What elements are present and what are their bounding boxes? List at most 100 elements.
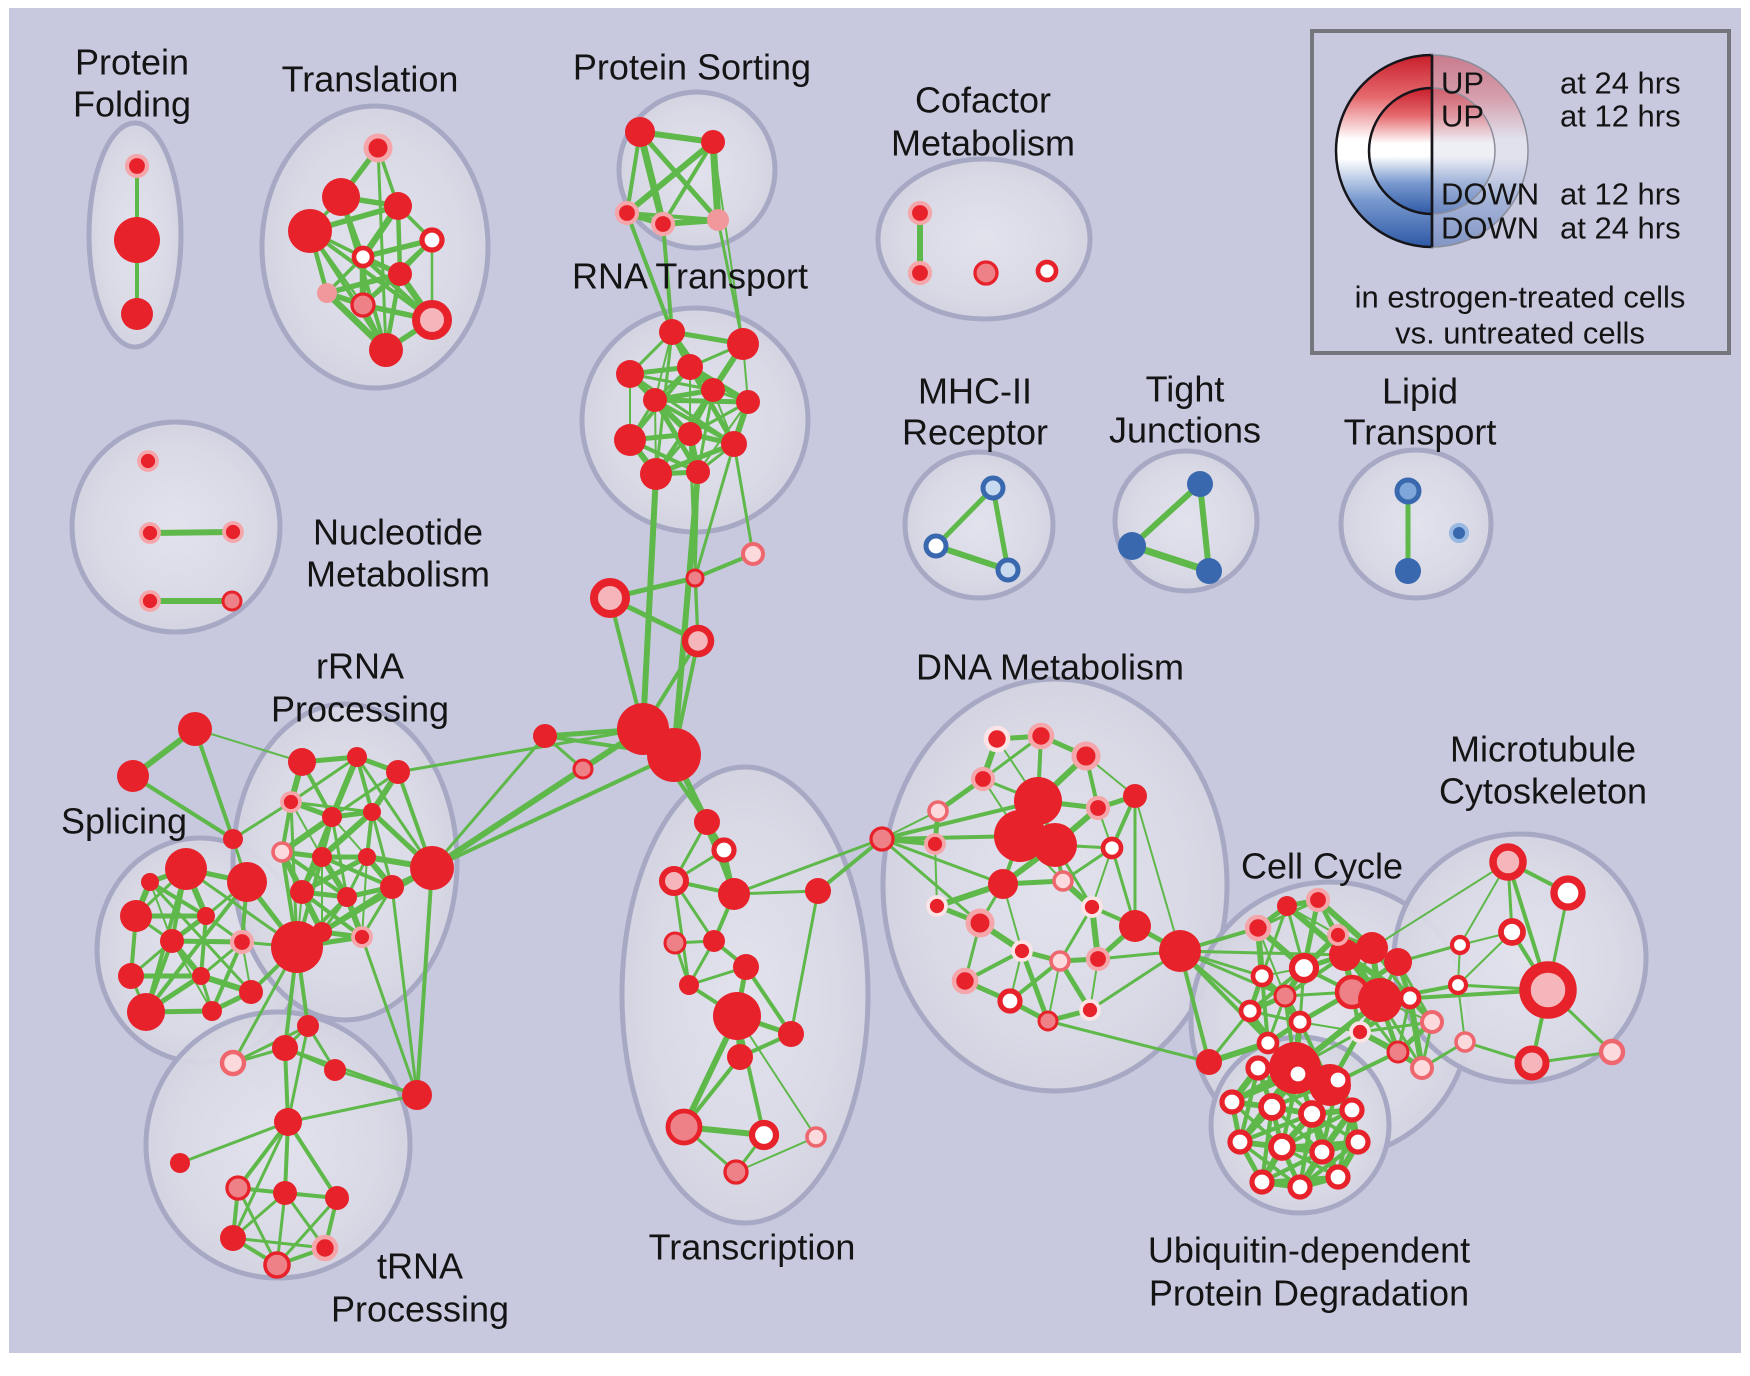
label-cofactor-1: Cofactor [915, 80, 1051, 121]
label-cofactor-2: Metabolism [891, 123, 1075, 164]
network-node-redPinkRing [1327, 924, 1349, 946]
network-edge [370, 810, 394, 889]
network-node-red [678, 422, 702, 446]
network-node-red [290, 880, 314, 904]
network-node-ringWhite [1238, 999, 1262, 1023]
network-node-ringWhite [997, 988, 1023, 1014]
network-node-red [220, 1225, 246, 1251]
network-node-pinkRing [1598, 1038, 1626, 1066]
network-edge [308, 229, 388, 352]
network-edge [709, 138, 722, 224]
network-node-red [386, 760, 410, 784]
label-protein-folding-2: Folding [73, 84, 191, 125]
network-node-red [701, 378, 725, 402]
network-node-ringWhite [1249, 1169, 1275, 1195]
network-node-redPinkRing [280, 791, 302, 813]
network-node-whiteRingRed [1011, 940, 1033, 962]
network-edge [744, 965, 793, 1036]
network-node-blue [1395, 558, 1421, 584]
network-edge [640, 471, 659, 732]
network-node-redPinkRing [351, 926, 373, 948]
network-node-ringWhite [1245, 1055, 1271, 1081]
network-node-red [197, 907, 215, 925]
network-node-redPinkRing [1305, 887, 1331, 913]
network-edge [1129, 481, 1203, 549]
network-edge [1358, 1020, 1434, 1034]
network-node-red [141, 873, 159, 891]
legend-glyph-inner-right-12hr [1431, 87, 1496, 215]
network-node-blueRingMed [1394, 477, 1422, 505]
network-node-ringWhite [711, 837, 737, 863]
network-node-red [192, 967, 210, 985]
network-node-redRingPink [659, 866, 689, 896]
network-node-pinkRing [1049, 950, 1071, 972]
network-node-ringWhite [1498, 918, 1526, 946]
legend-row-2-time: at 12 hrs [1560, 177, 1681, 212]
network-edge [286, 1120, 339, 1200]
network-node-red [1196, 1049, 1222, 1075]
network-node-ringWhite [1256, 1031, 1280, 1055]
network-node-ringWhite [1339, 1097, 1365, 1123]
network-node-ringWhite [1288, 952, 1320, 984]
network-edge [1019, 948, 1051, 1024]
network-node-redPinkRing [363, 133, 393, 163]
legend-row-1-direction: UP [1441, 99, 1484, 134]
network-edge [672, 879, 691, 987]
network-node-redRingPink [590, 578, 630, 618]
network-edge [990, 485, 1011, 573]
network-node-pinkDark [665, 1108, 703, 1146]
network-node-red [643, 388, 667, 412]
label-trna-1: tRNA [377, 1246, 463, 1287]
label-lipid-1: Lipid [1382, 371, 1458, 412]
network-node-ringWhite [1298, 1100, 1326, 1128]
network-node-pinkDark [1386, 1040, 1410, 1064]
label-protein-folding-1: Protein [75, 42, 189, 83]
network-node-red [1329, 939, 1361, 971]
legend-row-2-direction: DOWN [1441, 177, 1539, 212]
network-edge [816, 837, 884, 893]
network-edge [275, 1196, 339, 1267]
network-node-redRingPink [1489, 843, 1527, 881]
network-node-pink [317, 283, 337, 303]
network-node-ringWhite [1550, 875, 1586, 911]
network-node-pinkRing [271, 841, 293, 863]
network-edge [693, 442, 736, 580]
label-transcription: Transcription [649, 1227, 856, 1268]
network-node-ringWhite [1325, 1164, 1351, 1190]
network-node-red [358, 848, 376, 866]
label-lipid-2: Transport [1344, 412, 1497, 453]
network-node-whiteRingRed [1349, 1021, 1371, 1043]
legend-row-3-time: at 24 hrs [1560, 211, 1681, 246]
network-edge [654, 342, 745, 476]
network-node-redPinkRing [965, 908, 995, 938]
legend-text: UP at 24 hrs UP at 12 hrs DOWN at 12 hrs DOWN a… [1355, 66, 1686, 351]
network-node-red [272, 1035, 298, 1061]
network-node-whiteRingRed [1079, 999, 1101, 1021]
network-node-red [778, 1021, 804, 1047]
label-tight-2: Junctions [1109, 410, 1261, 451]
network-edge [1260, 904, 1289, 978]
network-node-pinkRing [1420, 1010, 1444, 1034]
network-node-red [1358, 978, 1402, 1022]
network-node-ringWhite [1449, 934, 1471, 956]
network-node-red [994, 810, 1046, 862]
network-node-red [388, 262, 412, 286]
network-node-red [988, 869, 1018, 899]
legend-note-line2: vs. untreated cells [1395, 316, 1645, 351]
network-edge [693, 470, 700, 580]
label-tight-1: Tight [1146, 369, 1225, 410]
legend-row-3-direction: DOWN [1441, 211, 1539, 246]
network-edge [193, 727, 235, 841]
network-node-red [616, 360, 644, 388]
network-node-blue [1187, 471, 1213, 497]
network-node-pinkRing [1454, 1031, 1476, 1053]
network-node-red [713, 992, 761, 1040]
network-node-pinkDark [263, 1251, 291, 1279]
network-edge [283, 1046, 419, 1097]
network-node-red [288, 748, 316, 776]
network-edge [231, 800, 293, 841]
network-node-pinkRing [219, 1049, 247, 1077]
network-node-red [733, 954, 759, 980]
network-edge [289, 755, 359, 804]
label-microtubule-1: Microtubule [1450, 729, 1636, 770]
